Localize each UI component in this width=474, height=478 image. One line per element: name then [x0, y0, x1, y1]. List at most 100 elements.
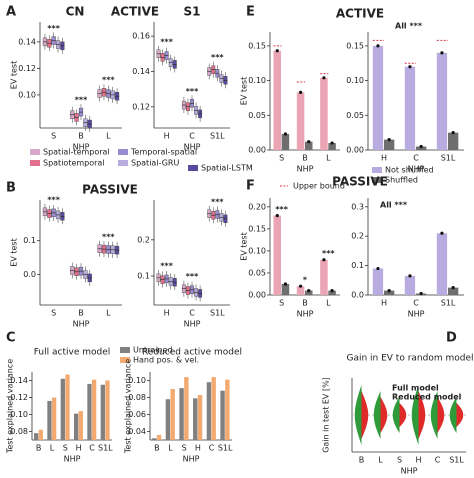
bar: [52, 397, 57, 440]
panel: NHP H C S1L 0.1 0.2 *** *** ***: [137, 197, 230, 329]
bar: [193, 398, 198, 440]
panel-label: D: [446, 331, 457, 346]
y-tick-label: 0.14: [18, 37, 36, 46]
point: [307, 140, 311, 144]
panel: A ACTIVE CN EV test NHP S B L 0.10 0.12 0.14 *** ***…: [6, 5, 253, 173]
x-axis-label: NHP: [297, 165, 314, 174]
y-axis-label: Test explained variance: [124, 359, 133, 454]
x-tick-label: S1L: [210, 132, 225, 141]
x-tick-label: L: [326, 299, 331, 308]
point: [419, 144, 423, 149]
x-tick-label: C: [435, 456, 441, 465]
legend-label: Spatial-GRU: [131, 159, 179, 168]
panel-heading: PASSIVE: [82, 183, 138, 197]
significance: ***: [275, 205, 288, 214]
x-tick-label: H: [381, 154, 387, 163]
legend-label: Not shuffled: [385, 166, 434, 175]
bar: [165, 399, 171, 440]
significance: ***: [102, 76, 115, 85]
x-tick-label: S1L: [98, 444, 113, 453]
x-tick-label: B: [154, 444, 160, 453]
y-tick-label: 0.10: [10, 410, 28, 419]
violin-left: [354, 385, 362, 445]
panel-heading: ACTIVE: [336, 7, 384, 21]
y-axis-label: Test explained variance: [6, 359, 15, 454]
panel: F PASSIVE EV test NHP S B L 0.00 0.05 0.10 0.15 0.2…: [240, 175, 388, 319]
y-tick-label: 0.2: [137, 235, 150, 244]
panel-label: B: [6, 181, 16, 196]
y-tick-label: 0.10: [248, 76, 266, 85]
point: [451, 131, 455, 135]
x-tick-label: S: [397, 456, 402, 465]
y-tick-label: 0.10: [128, 376, 146, 385]
x-axis-label: NHP: [408, 310, 425, 319]
significance: ***: [160, 37, 173, 46]
x-tick-label: B: [78, 132, 84, 141]
bar: [305, 141, 313, 150]
bar: [281, 134, 290, 150]
bar: [197, 394, 203, 440]
point: [408, 65, 412, 69]
point: [275, 49, 279, 53]
significance: *: [303, 276, 308, 285]
legend-label: Full model: [392, 384, 439, 393]
legend-swatch: [118, 160, 128, 166]
legend-label: Upper bound: [293, 182, 345, 191]
bar: [87, 383, 92, 440]
point: [376, 266, 380, 271]
panel: C Full active model Test explained varianc…: [6, 331, 200, 464]
legend-swatch: [30, 160, 40, 166]
bar: [281, 283, 290, 295]
x-tick-label: S1L: [210, 309, 225, 318]
y-tick-label: 0.10: [248, 246, 266, 255]
bar: [273, 215, 282, 295]
x-tick-label: C: [189, 309, 195, 318]
x-tick-label: L: [50, 444, 55, 453]
y-tick-label: 0.1: [351, 261, 364, 270]
y-tick-label: 0.08: [128, 393, 146, 402]
x-tick-label: B: [36, 444, 42, 453]
x-tick-label: S: [63, 444, 68, 453]
y-axis-label: EV test: [240, 232, 249, 260]
y-tick-label: 0.16: [132, 32, 150, 41]
x-tick-label: S1L: [441, 299, 456, 308]
violin-right: [361, 391, 369, 439]
bar: [184, 377, 189, 440]
panel: D Gain in EV to random model Gain in test …: [322, 331, 474, 476]
violin-left: [430, 391, 438, 439]
point: [440, 231, 444, 235]
bar: [211, 377, 216, 440]
legend-label: Hand pos. & vel.: [133, 356, 199, 365]
point: [275, 214, 279, 218]
bar: [220, 390, 225, 440]
legend-swatch: [372, 177, 382, 183]
x-tick-label: S1L: [441, 154, 456, 163]
point: [451, 286, 455, 290]
bar: [179, 388, 184, 440]
x-tick-label: S: [51, 309, 56, 318]
point: [376, 44, 380, 48]
bar: [78, 411, 83, 440]
y-tick-label: 0.12: [132, 102, 150, 111]
point: [283, 132, 288, 136]
x-axis-label: NHP: [73, 320, 90, 329]
bar: [384, 139, 395, 150]
x-tick-label: H: [415, 456, 421, 465]
bar: [320, 77, 328, 150]
y-tick-label: 0.00: [346, 146, 364, 155]
panel: E ACTIVE EV test NHP S B L 0.00 0.05 0.10 0.15 Uppe…: [240, 5, 385, 191]
bar: [448, 287, 459, 295]
y-tick-label: 0.12: [18, 64, 36, 73]
x-axis-label: NHP: [183, 455, 200, 464]
legend-label: Temporal-spatial: [130, 148, 197, 157]
bar: [416, 146, 427, 150]
legend-label: Reduced model: [392, 393, 462, 402]
point: [322, 76, 326, 80]
y-tick-label: 0.0: [351, 291, 364, 300]
x-axis-label: NHP: [64, 455, 81, 464]
panel-label: A: [6, 5, 16, 20]
x-tick-label: L: [106, 309, 111, 318]
legend-swatch: [120, 357, 130, 363]
y-tick-label: 0.05: [248, 111, 266, 120]
violin-right: [380, 397, 388, 433]
